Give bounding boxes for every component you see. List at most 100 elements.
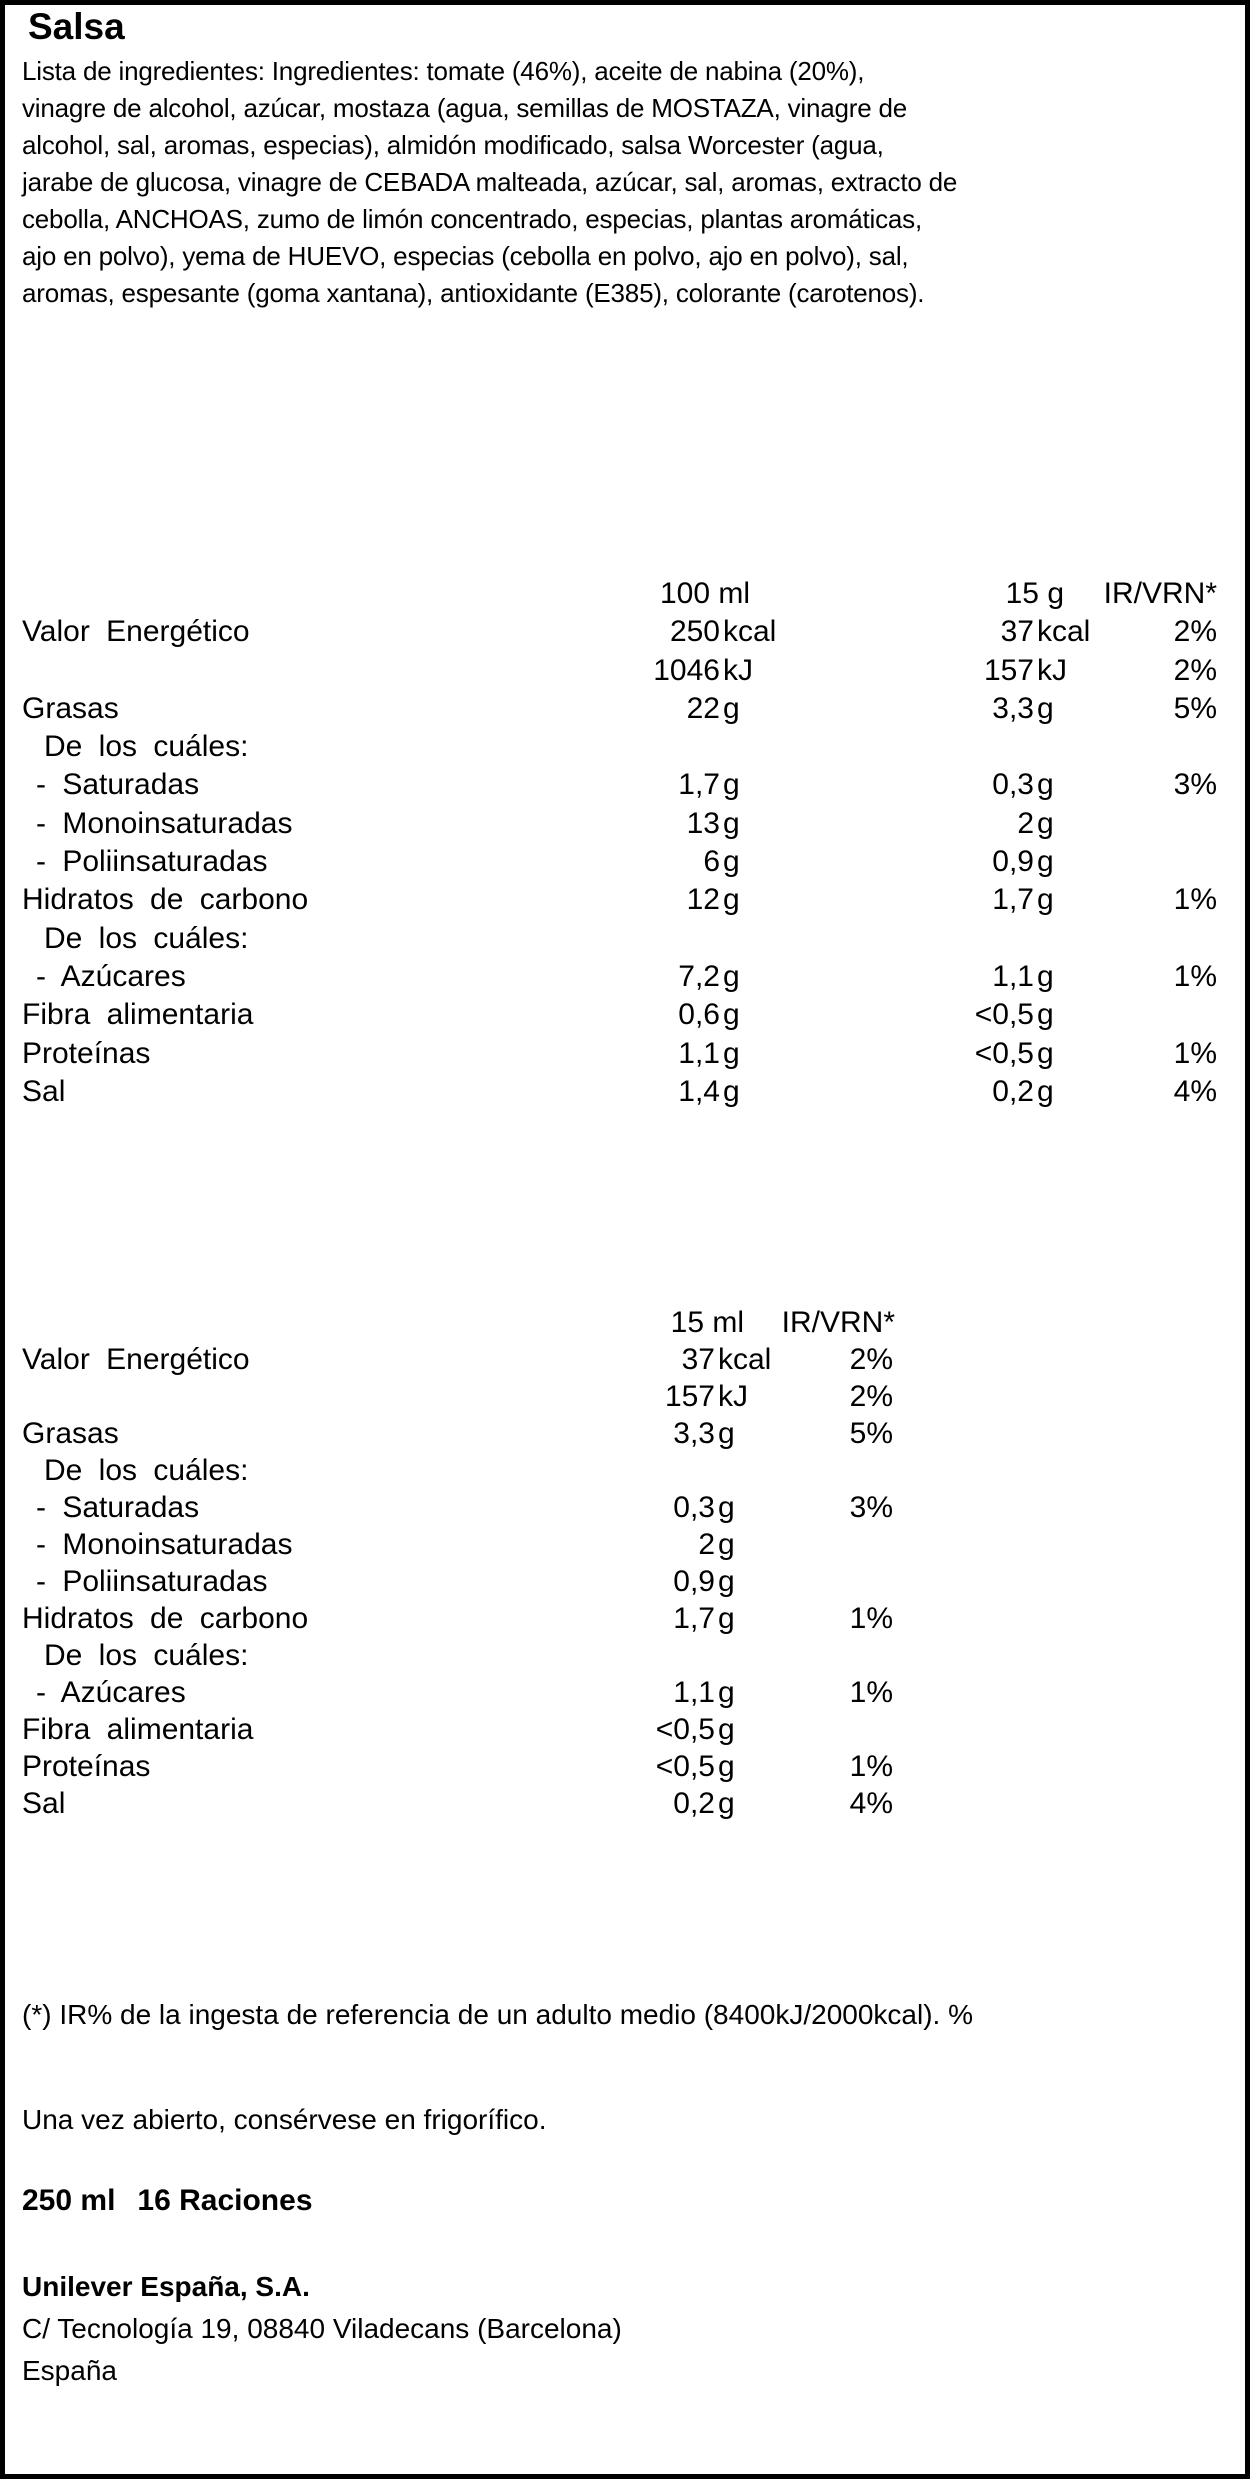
value-ir-percent (815, 1563, 893, 1600)
spacer (893, 1711, 1217, 1748)
value-amount: 1,7 (678, 768, 720, 802)
value-ir-percent (815, 1711, 893, 1748)
value-amount-portion: 3,3 (992, 691, 1034, 725)
value-unit (720, 728, 820, 766)
value-ir-percent: 5% (849, 1417, 893, 1450)
value-unit-portion: g (1037, 845, 1054, 879)
ingredients-line: vinagre de alcohol, azúcar, mostaza (agu… (22, 93, 908, 123)
nutrient-row: Valor Energético 250 kcal 37 kcal 2% (22, 613, 1217, 651)
value-ir-percent: 4% (849, 1787, 893, 1820)
nutrient-label: Valor Energético (22, 615, 250, 649)
ingredients-text: Lista de ingredientes: Ingredientes: tom… (22, 53, 1217, 312)
product-title: Salsa (28, 6, 125, 47)
value-unit: g (718, 1565, 735, 1598)
column-header-100ml: 100 ml (659, 577, 750, 610)
nutrient-label: Hidratos de carbono (22, 1602, 309, 1635)
ingredients-line: alcohol, sal, aromas, especias), almidón… (22, 130, 884, 160)
nutrient-row: 1046 kJ 157 kJ 2% (22, 652, 1217, 690)
nutrient-label: - Azúcares (36, 959, 186, 993)
nutrient-row: De los cuáles: (22, 920, 1217, 958)
spacer (893, 1378, 1217, 1415)
nutrient-row: - Saturadas 1,7 g 0,3 g 3% (22, 766, 1217, 804)
value-ir-percent: 1% (1173, 883, 1217, 917)
nutrient-label: - Monoinsaturadas (36, 806, 293, 840)
value-ir-percent: 1% (1173, 1036, 1217, 1070)
value-unit-portion (1034, 920, 1134, 958)
nutrition-table-100ml: 100 ml 15 g IR/VRN* Valor Energético 250 k… (22, 575, 1217, 1111)
nutrient-row: De los cuáles: (22, 1637, 1217, 1674)
nutrient-label: De los cuáles: (44, 921, 249, 955)
nutrient-label: Sal (22, 1787, 66, 1820)
value-unit: g (718, 1417, 735, 1450)
value-amount: 0,2 (673, 1787, 715, 1820)
nutrient-label: Hidratos de carbono (22, 883, 309, 917)
spacer (893, 1526, 1217, 1563)
value-ir-percent (815, 1526, 893, 1563)
nutrient-row: De los cuáles: (22, 728, 1217, 766)
value-unit (715, 1637, 815, 1674)
nutrient-row: Grasas 3,3 g 5% (22, 1415, 1217, 1452)
spacer (893, 1674, 1217, 1711)
nutrient-label: Grasas (22, 1417, 119, 1450)
spacer (893, 1489, 1217, 1526)
value-unit-portion: g (1037, 691, 1054, 725)
value-amount (462, 920, 720, 958)
value-amount: 0,3 (673, 1491, 715, 1524)
value-ir-percent (1134, 920, 1217, 958)
value-amount-portion: <0,5 (974, 1036, 1034, 1070)
nutrient-row: Proteínas <0,5 g 1% (22, 1748, 1217, 1785)
nutrient-row: - Poliinsaturadas 6 g 0,9 g (22, 843, 1217, 881)
nutrient-row: Sal 0,2 g 4% (22, 1785, 1217, 1822)
value-amount-portion (820, 920, 1034, 958)
value-unit: g (718, 1750, 735, 1783)
ingredients-line: cebolla, ANCHOAS, zumo de limón concentr… (22, 204, 922, 234)
value-amount: 1,4 (678, 1074, 720, 1108)
nutrient-row: - Azúcares 1,1 g 1% (22, 1674, 1217, 1711)
value-amount: 3,3 (673, 1417, 715, 1450)
value-amount-portion: 37 (1000, 615, 1034, 649)
value-unit: g (723, 998, 740, 1032)
nutrient-label (22, 1378, 462, 1415)
manufacturer-country: España (22, 2355, 117, 2386)
nutrient-label: Fibra alimentaria (22, 1713, 254, 1746)
value-amount-portion: 1,1 (992, 959, 1034, 993)
spacer (893, 1563, 1217, 1600)
nutrient-label: - Poliinsaturadas (36, 845, 268, 879)
value-amount: 1046 (653, 653, 720, 687)
value-amount (462, 1637, 715, 1674)
value-unit-portion: g (1037, 883, 1054, 917)
value-unit: g (718, 1787, 735, 1820)
nutrient-label: Valor Energético (22, 1343, 250, 1376)
ingredients-line: Lista de ingredientes: Ingredientes: tom… (22, 56, 865, 86)
value-unit: g (723, 959, 740, 993)
nutrient-label: - Monoinsaturadas (36, 1528, 293, 1561)
value-amount: 2 (698, 1528, 715, 1561)
value-amount-portion: 1,7 (992, 883, 1034, 917)
nutrient-label: Proteínas (22, 1750, 151, 1783)
value-amount-portion: 157 (983, 653, 1034, 687)
ingredients-line: jarabe de glucosa, vinagre de CEBADA mal… (22, 167, 958, 197)
nutrient-row: Hidratos de carbono 1,7 g 1% (22, 1600, 1217, 1637)
manufacturer-name: Unilever España, S.A. (22, 2271, 310, 2302)
spacer (893, 1748, 1217, 1785)
value-ir-percent: 2% (849, 1380, 893, 1413)
value-unit-portion (1034, 728, 1134, 766)
net-quantity-line: 250 ml 16 Raciones (22, 2182, 1217, 2220)
value-amount: 37 (681, 1343, 715, 1376)
nutrient-label: - Saturadas (36, 768, 200, 802)
value-amount-portion (820, 728, 1034, 766)
nutrient-row: - Saturadas 0,3 g 3% (22, 1489, 1217, 1526)
value-ir-percent: 2% (849, 1343, 893, 1376)
value-amount (462, 1452, 715, 1489)
nutrient-label (22, 652, 462, 690)
value-unit-portion: g (1037, 1074, 1054, 1108)
value-amount: 13 (686, 806, 720, 840)
value-unit-portion: g (1037, 998, 1054, 1032)
value-ir-percent: 1% (849, 1750, 893, 1783)
value-ir-percent (1134, 843, 1217, 881)
spacer (893, 1600, 1217, 1637)
value-amount: 6 (703, 845, 720, 879)
value-amount: 7,2 (678, 959, 720, 993)
ingredients-line: aromas, espesante (goma xantana), antiox… (22, 278, 925, 308)
nutrition-table-15ml: 15 ml IR/VRN* Valor Energético 37 kcal 2% 15… (22, 1304, 1217, 1822)
